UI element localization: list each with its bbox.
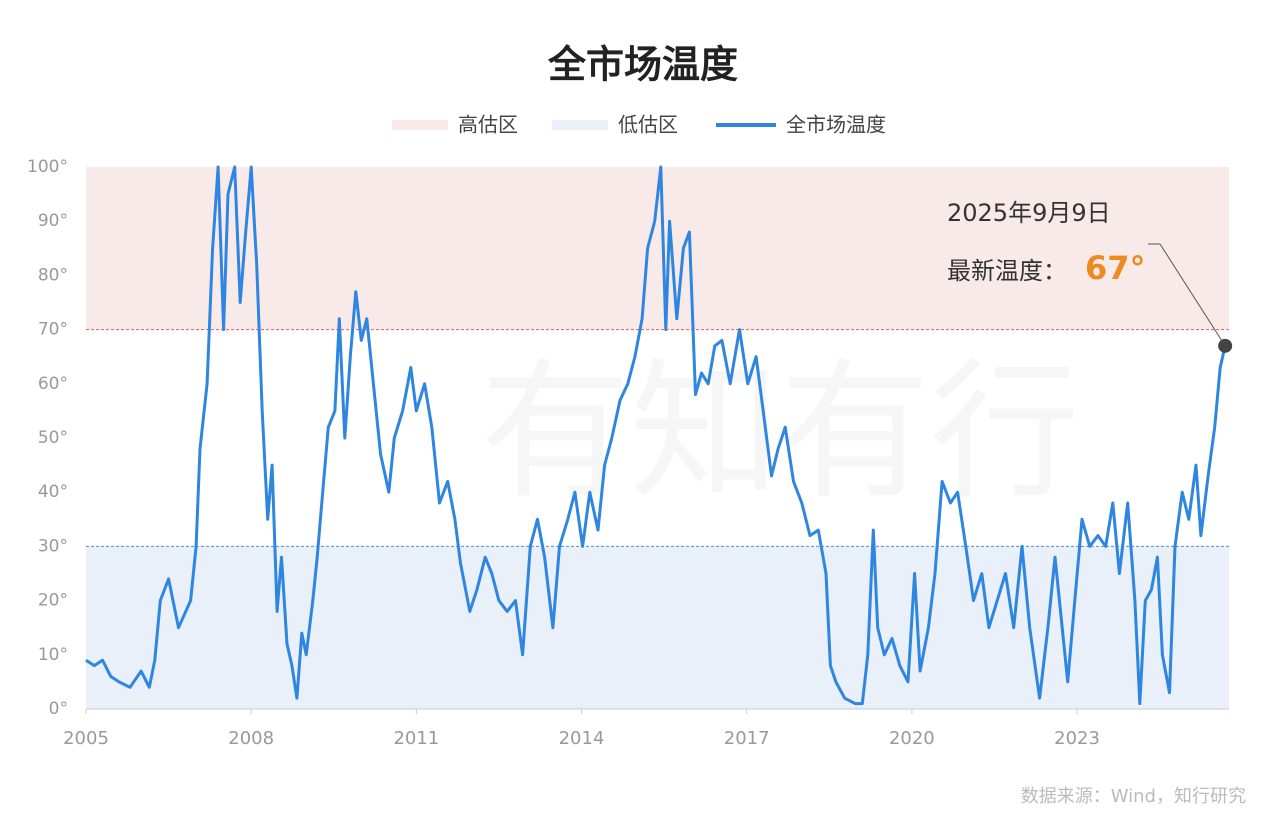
- watermark: 有知有行: [480, 346, 1080, 520]
- y-tick-label: 0°: [49, 699, 68, 719]
- x-tick-label: 2020: [889, 728, 935, 749]
- legend-swatch: [392, 120, 448, 130]
- x-tick-label: 2023: [1054, 728, 1100, 749]
- x-tick-label: 2017: [724, 728, 770, 749]
- y-tick-label: 30°: [38, 536, 68, 556]
- legend-label: 全市场温度: [786, 113, 886, 137]
- y-tick-label: 10°: [38, 645, 68, 665]
- y-tick-label: 60°: [38, 374, 68, 394]
- annotation-value: 67°: [1085, 249, 1146, 287]
- source: 数据来源：Wind，知行研究: [1021, 786, 1246, 807]
- chart-title: 全市场温度: [547, 43, 738, 87]
- latest-point: [1218, 338, 1233, 353]
- x-tick-label: 2011: [393, 728, 439, 749]
- y-tick-label: 50°: [38, 428, 68, 448]
- x-tick-label: 2008: [228, 728, 274, 749]
- legend-label: 低估区: [618, 113, 678, 137]
- x-tick-label: 2014: [559, 728, 605, 749]
- y-tick-label: 80°: [38, 265, 68, 285]
- legend-swatch: [552, 120, 608, 130]
- legend-label: 高估区: [458, 113, 518, 137]
- y-tick-label: 100°: [27, 157, 68, 177]
- y-tick-label: 40°: [38, 482, 68, 502]
- annotation-date: 2025年9月9日: [947, 199, 1111, 227]
- y-tick-label: 70°: [38, 320, 68, 340]
- y-tick-label: 20°: [38, 591, 68, 611]
- annotation-label: 最新温度：: [947, 257, 1067, 285]
- series-line: [85, 165, 1227, 706]
- y-tick-label: 90°: [38, 211, 68, 231]
- annotation-leader: [1159, 243, 1226, 347]
- x-tick-label: 2005: [63, 728, 109, 749]
